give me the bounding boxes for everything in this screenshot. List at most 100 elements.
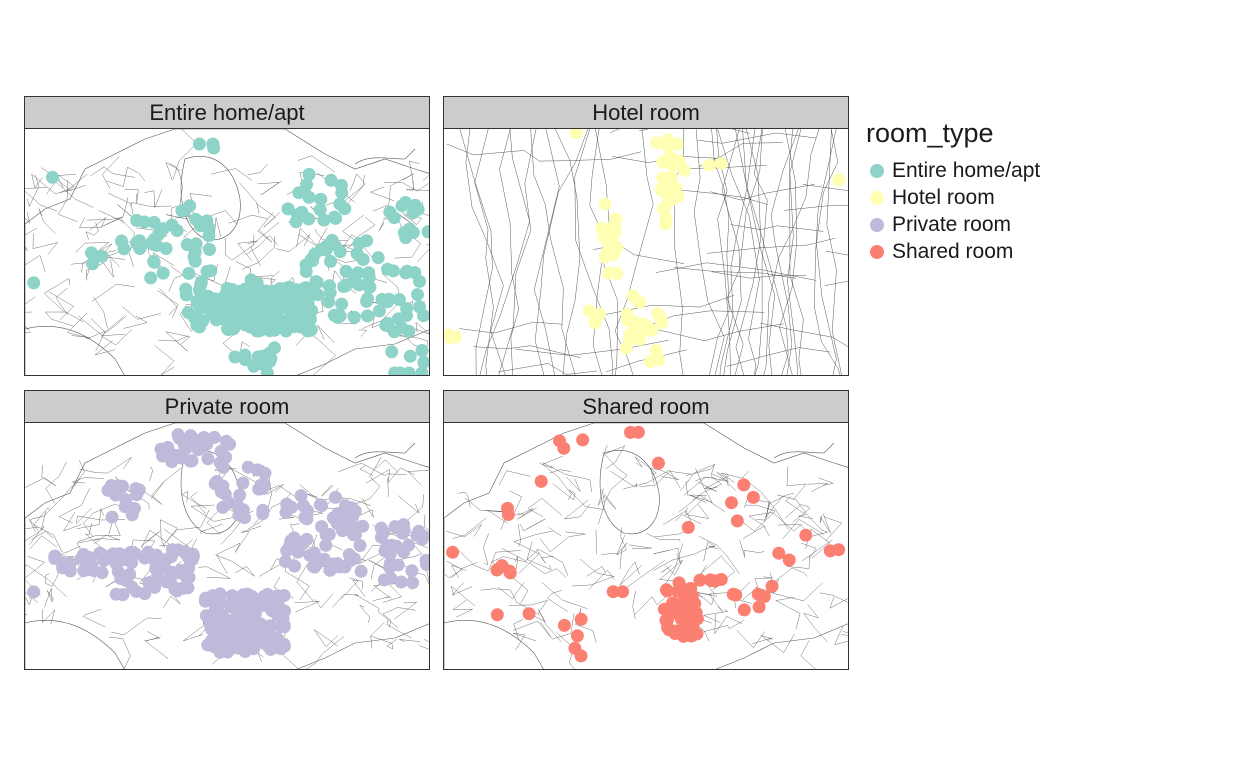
listing-point — [387, 211, 401, 225]
subzone-boundary — [65, 173, 88, 192]
subzone-boundary — [571, 558, 616, 587]
listing-point — [730, 514, 744, 528]
subzone-boundary — [94, 340, 116, 356]
map-panel[interactable] — [24, 423, 430, 670]
listing-point — [636, 317, 650, 331]
subzone-boundary — [444, 561, 463, 579]
subzone-boundary — [512, 632, 537, 651]
listing-point — [397, 545, 411, 559]
listing-point — [714, 156, 728, 170]
listing-point — [385, 345, 399, 359]
listing-point — [490, 608, 504, 622]
listing-point — [574, 649, 588, 663]
subzone-boundary — [652, 545, 716, 572]
subzone-boundary — [241, 236, 275, 270]
listing-points — [27, 137, 429, 375]
listing-point — [385, 538, 399, 552]
listing-point — [300, 178, 314, 191]
listing-point — [179, 282, 193, 296]
subzone-boundary — [183, 619, 204, 642]
listing-point — [209, 313, 223, 327]
subzone-boundary — [539, 463, 553, 469]
coastline — [25, 620, 125, 669]
subzone-boundary — [602, 452, 628, 503]
listing-point — [356, 519, 370, 533]
facet-title: Private room — [164, 393, 290, 419]
listing-point — [172, 431, 186, 445]
listing-point — [656, 201, 670, 215]
listing-point — [361, 309, 374, 323]
subzone-boundary — [250, 275, 277, 284]
subzone-boundary — [600, 294, 735, 316]
listing-point — [419, 553, 429, 567]
subzone-boundary — [55, 287, 69, 316]
listing-point — [186, 547, 200, 561]
map-panel[interactable] — [443, 129, 849, 376]
listing-point — [324, 173, 338, 187]
subzone-boundary — [375, 459, 399, 473]
subzone-boundary — [720, 471, 749, 483]
listing-point — [395, 199, 409, 213]
listing-point — [208, 613, 222, 627]
subzone-boundary — [465, 129, 506, 375]
listing-point — [386, 264, 400, 278]
subzone-boundary — [446, 143, 541, 162]
subzone-boundary — [702, 609, 729, 623]
subzone-boundary — [25, 212, 30, 224]
subzone-boundary — [140, 531, 160, 547]
subzone-boundary — [650, 467, 680, 484]
listing-point — [147, 215, 161, 229]
listing-point — [340, 501, 354, 515]
subzone-boundary — [497, 581, 525, 599]
facet-strip: Entire home/apt — [24, 96, 430, 129]
listing-point — [258, 466, 272, 480]
listing-point — [522, 607, 536, 621]
subzone-boundary — [474, 129, 494, 375]
listing-point — [205, 634, 218, 648]
subzone-boundary — [748, 512, 802, 532]
coastline — [444, 620, 544, 669]
subzone-boundary — [90, 166, 135, 178]
subzone-boundary — [744, 498, 771, 519]
listing-point — [661, 133, 675, 147]
map-panel[interactable] — [24, 129, 430, 376]
listing-point — [631, 425, 645, 439]
subzone-boundary — [378, 219, 385, 231]
listing-point — [164, 447, 178, 461]
listing-point — [406, 226, 420, 240]
listing-point — [633, 295, 647, 309]
subzone-boundary — [25, 613, 28, 616]
listing-point — [397, 518, 410, 532]
subzone-boundary — [575, 608, 597, 643]
subzone-boundary — [770, 567, 808, 584]
legend-item: Private room — [866, 211, 1040, 238]
map-panel[interactable] — [443, 423, 849, 670]
subzone-boundary — [25, 331, 32, 333]
subzone-boundary — [639, 471, 692, 488]
listing-point — [387, 325, 401, 339]
listing-point — [408, 198, 422, 212]
legend-key-dot — [870, 190, 884, 205]
listing-point — [676, 627, 690, 641]
listing-point — [325, 233, 339, 247]
listing-point — [688, 627, 702, 641]
subzone-boundary — [25, 227, 37, 251]
coastline — [25, 129, 429, 375]
listing-point — [138, 551, 152, 565]
subzone-boundary — [541, 462, 593, 493]
subzone-boundary — [533, 129, 560, 375]
subzone-boundary — [129, 202, 172, 207]
subzone-boundary — [534, 129, 589, 375]
subzone-boundary — [528, 562, 567, 578]
listing-point — [659, 217, 672, 231]
listing-point — [206, 137, 220, 151]
listing-point — [238, 348, 252, 362]
subzone-boundary — [685, 480, 707, 515]
listing-point — [233, 488, 247, 502]
listing-point — [313, 203, 327, 217]
listing-point — [832, 173, 846, 187]
subzone-boundary — [25, 526, 39, 541]
listing-point — [335, 297, 349, 311]
subzone-boundary — [800, 640, 816, 669]
legend-key-dot — [870, 163, 884, 178]
